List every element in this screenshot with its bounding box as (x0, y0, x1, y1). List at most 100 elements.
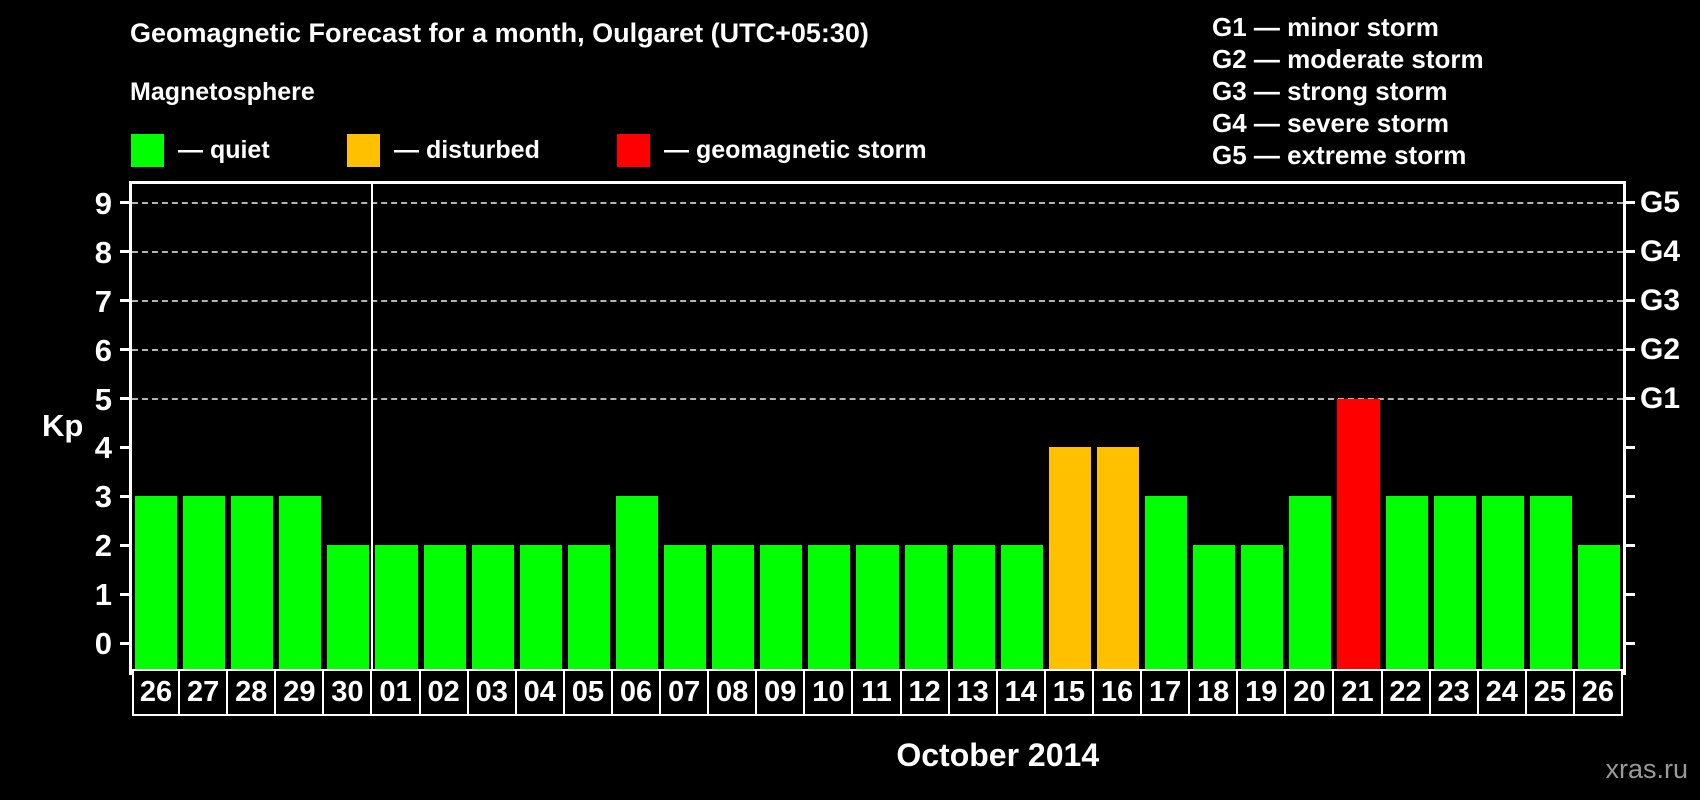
day-label-03-7: 03 (466, 669, 517, 716)
left-tick-kp0 (120, 641, 132, 645)
day-label-14-18: 14 (995, 669, 1046, 716)
y-axis-label: Kp (42, 408, 84, 443)
bar-day-15-19 (1048, 447, 1091, 669)
legend-item-label: — geomagnetic storm (664, 135, 927, 164)
day-label-22-26: 22 (1380, 669, 1431, 716)
left-tick-kp8 (120, 250, 132, 254)
day-label-21-25: 21 (1332, 669, 1383, 716)
y-tick-label-9: 9 (94, 185, 112, 221)
gridline-kp5 (132, 397, 1623, 400)
bar-day-03-7 (471, 545, 514, 669)
day-label-15-19: 15 (1043, 669, 1094, 716)
day-label-09-13: 09 (755, 669, 806, 716)
quiet-color-swatch (131, 133, 164, 167)
right-tick-kp5 (1623, 397, 1635, 400)
bar-day-06-10 (615, 496, 659, 669)
day-label-08-12: 08 (707, 669, 758, 716)
legend-item-storm: — geomagnetic storm (617, 133, 927, 167)
day-label-30-4: 30 (322, 669, 373, 716)
bar-day-11-15 (856, 545, 899, 669)
bar-day-12-16 (904, 545, 947, 669)
left-tick-kp7 (120, 299, 132, 303)
storm-scale-g4: G4 — severe storm (1212, 108, 1450, 138)
bar-day-26-30 (1577, 545, 1620, 669)
bar-day-04-8 (519, 545, 562, 669)
bar-day-27-1 (183, 496, 226, 669)
bar-day-08-12 (712, 545, 755, 669)
right-tick-kp4 (1623, 445, 1635, 449)
gridline-kp6 (132, 348, 1623, 351)
y-tick-label-4: 4 (94, 430, 112, 466)
bar-day-13-17 (952, 545, 995, 669)
y-tick-label-5: 5 (94, 381, 112, 417)
storm-scale-g3: G3 — strong storm (1212, 76, 1448, 106)
x-axis-label: October 2014 (896, 737, 1100, 773)
day-label-18-22: 18 (1188, 669, 1239, 716)
bar-day-24-28 (1481, 496, 1524, 669)
left-tick-kp2 (120, 543, 132, 547)
day-label-04-8: 04 (514, 669, 565, 716)
day-label-28-2: 28 (226, 669, 277, 716)
bar-day-25-29 (1529, 496, 1572, 669)
day-label-24-28: 24 (1476, 669, 1527, 716)
bar-day-14-18 (1000, 545, 1043, 669)
gridline-kp8 (132, 250, 1623, 253)
y-tick-label-7: 7 (94, 283, 112, 319)
left-tick-kp1 (120, 592, 132, 596)
day-label-26-30: 26 (1572, 669, 1623, 716)
day-label-02-6: 02 (418, 669, 469, 716)
bar-day-09-13 (760, 545, 803, 669)
gridline-kp7 (132, 299, 1623, 302)
left-tick-kp5 (120, 397, 132, 400)
bar-day-29-3 (279, 496, 322, 669)
watermark: xras.ru (1605, 754, 1688, 784)
right-tick-kp0 (1623, 641, 1635, 645)
day-label-20-24: 20 (1284, 669, 1335, 716)
right-tick-kp3 (1623, 494, 1635, 498)
bar-day-19-23 (1241, 545, 1284, 669)
storm-scale-g2: G2 — moderate storm (1212, 44, 1484, 74)
left-tick-kp3 (120, 494, 132, 498)
storm-scale-legend: G1 — minor storm G2 — moderate storm G3 … (1212, 11, 1484, 171)
day-label-26-0: 26 (132, 669, 181, 716)
bar-day-07-11 (664, 545, 707, 669)
y-tick-label-3: 3 (94, 479, 112, 515)
y-tick-label-2: 2 (94, 528, 112, 564)
day-label-06-10: 06 (610, 669, 662, 716)
left-tick-kp6 (120, 348, 132, 352)
right-tick-kp7 (1623, 299, 1635, 303)
day-label-07-11: 07 (659, 669, 710, 716)
right-tick-kp2 (1623, 543, 1635, 547)
bar-day-01-5 (375, 545, 418, 669)
day-label-25-29: 25 (1524, 669, 1575, 716)
bar-day-22-26 (1385, 496, 1428, 669)
bar-day-26-0 (135, 496, 178, 669)
bar-day-16-20 (1096, 447, 1140, 669)
legend-item-label: — disturbed (394, 135, 540, 164)
bar-day-10-14 (808, 545, 851, 669)
right-tick-kp1 (1623, 592, 1635, 596)
bar-day-18-22 (1193, 545, 1236, 669)
chart-title: Geomagnetic Forecast for a month, Oulgar… (130, 18, 869, 48)
legend-item-quiet: — quiet (131, 133, 270, 167)
g-scale-label-G3: G3 (1640, 283, 1681, 317)
day-label-10-14: 10 (803, 669, 854, 716)
day-label-29-3: 29 (274, 669, 325, 716)
y-tick-label-1: 1 (94, 577, 112, 613)
storm-scale-g5: G5 — extreme storm (1212, 140, 1467, 170)
bar-day-02-6 (423, 545, 466, 669)
day-label-05-9: 05 (562, 669, 613, 716)
y-tick-label-0: 0 (94, 626, 112, 661)
day-label-13-17: 13 (947, 669, 998, 716)
bar-day-05-9 (567, 545, 610, 669)
g-scale-label-G2: G2 (1640, 332, 1681, 366)
day-label-27-1: 27 (178, 669, 229, 716)
storm-scale-g1: G1 — minor storm (1212, 12, 1439, 42)
day-label-19-23: 19 (1236, 669, 1287, 716)
day-label-12-16: 12 (899, 669, 950, 716)
bar-day-20-24 (1289, 496, 1332, 669)
day-label-11-15: 11 (851, 669, 902, 716)
legend-item-disturbed: — disturbed (347, 133, 540, 167)
y-tick-label-6: 6 (94, 332, 112, 368)
storm-color-swatch (617, 133, 650, 167)
